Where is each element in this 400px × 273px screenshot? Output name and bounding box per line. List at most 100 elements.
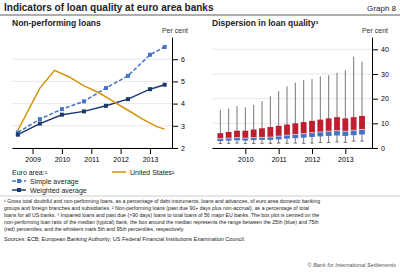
series-marker — [60, 107, 64, 111]
box-median — [217, 138, 223, 139]
x-axis-tick-label: 2009 — [25, 156, 41, 163]
box-upper — [267, 127, 273, 137]
y-axis-tick-mark — [372, 123, 378, 124]
series-marker — [82, 109, 86, 113]
grid-line — [212, 74, 372, 75]
series-marker — [163, 45, 167, 49]
box-whisker-cap — [302, 143, 306, 144]
y-axis-label: Per cent — [162, 27, 188, 34]
box-lower — [251, 138, 257, 140]
box-lower — [309, 133, 315, 137]
box-median — [301, 133, 307, 134]
y-axis-tick: 10 — [372, 120, 389, 127]
x-axis-tick-label: 2012 — [113, 156, 129, 163]
grid-line — [212, 148, 372, 149]
plot-area — [16, 45, 167, 137]
y-axis-tick: 0 — [372, 145, 385, 152]
box-whisker-cap — [335, 141, 339, 142]
series-line — [18, 70, 165, 130]
series-line — [18, 47, 165, 132]
footer: © Bank for International Settlements — [308, 262, 397, 268]
graph-label: Graph 8 — [367, 4, 396, 13]
y-axis-tick-label: 10 — [381, 120, 389, 127]
x-axis-tick: 2013 — [143, 148, 159, 163]
x-axis-tick-label: 2010 — [55, 156, 71, 163]
box-whisker-cap — [344, 142, 348, 143]
x-axis-tick: 2012 — [305, 148, 321, 163]
y-axis-tick-mark — [372, 49, 378, 50]
x-axis-tick-label: 2013 — [143, 156, 159, 163]
grid — [212, 49, 372, 148]
grid — [12, 59, 172, 148]
box-lower — [292, 134, 298, 138]
series-marker — [60, 113, 64, 117]
y-axis-label: Per cent — [362, 27, 388, 34]
box — [242, 107, 248, 143]
legend-label: United States² — [130, 169, 175, 176]
box — [234, 106, 240, 143]
footnotes: ¹ Gross total doubtful and non-performin… — [4, 198, 396, 268]
box-whisker-cap — [235, 143, 239, 144]
legend-heading: Euro area:¹ — [12, 169, 48, 176]
box-whisker-cap — [244, 143, 248, 144]
title-rule — [0, 15, 400, 16]
y-axis-tick: 20 — [372, 95, 389, 102]
box — [267, 96, 273, 143]
box-median — [251, 137, 257, 138]
box — [317, 76, 323, 142]
x-axis-tick-mark — [150, 148, 151, 154]
box-upper — [359, 116, 365, 130]
box — [334, 73, 340, 142]
x-axis-tick-mark — [312, 148, 313, 154]
plot-area — [217, 57, 365, 144]
box-lower — [234, 138, 240, 141]
footnote: groups and foreign branches and subsidia… — [4, 205, 309, 211]
box-whisker-cap — [294, 143, 298, 144]
box-median — [259, 137, 265, 138]
series-line — [18, 85, 165, 135]
box-median — [292, 134, 298, 135]
box — [359, 62, 365, 141]
box-lower — [267, 137, 273, 140]
series-marker — [148, 53, 152, 57]
x-axis-tick: 2012 — [113, 148, 129, 163]
y-axis-tick-label: 30 — [381, 71, 389, 78]
footnote: non-performing loan ratio of the median … — [4, 219, 319, 225]
box — [292, 83, 298, 143]
grid-line — [12, 81, 172, 82]
x-axis-tick-mark — [345, 148, 346, 154]
footnote: loans for all US banks. ³ Impaired loans… — [4, 212, 319, 218]
x-axis-tick-mark — [62, 148, 63, 154]
x-axis-tick: 2013 — [338, 148, 354, 163]
panel: 2010201120122013010203040Dispersion in l… — [212, 18, 389, 163]
box-whisker-cap — [285, 143, 289, 144]
box-upper — [217, 133, 223, 138]
box-upper — [301, 122, 307, 134]
footnote-rule — [0, 196, 400, 197]
box-upper — [226, 132, 232, 138]
series-marker — [16, 133, 20, 137]
x-axis: 2010201120122013 — [213, 148, 373, 163]
box — [259, 101, 265, 143]
sources: Sources: ECB; European Banking Authority… — [4, 236, 246, 242]
series-marker — [104, 104, 108, 108]
box-upper — [242, 131, 248, 138]
y-axis-tick-mark — [372, 99, 378, 100]
box-median — [226, 138, 232, 139]
x-axis-tick-label: 2011 — [84, 156, 99, 163]
box-median — [317, 131, 323, 132]
box-upper — [284, 125, 290, 136]
legend-item: United States² — [112, 169, 175, 176]
x-axis-line — [213, 148, 373, 149]
box — [217, 110, 223, 144]
panel: 2009201020112012201323456Non-performing … — [12, 18, 188, 163]
box — [309, 79, 315, 143]
box-upper — [259, 128, 265, 137]
box — [226, 109, 232, 144]
y-axis: 23456 — [172, 38, 185, 152]
x-axis-line — [13, 148, 173, 149]
box-median — [242, 138, 248, 139]
y-axis-tick-mark — [172, 81, 178, 82]
x-axis-tick: 2009 — [25, 148, 41, 163]
panel-title: Dispersion in loan quality³ — [212, 18, 318, 28]
